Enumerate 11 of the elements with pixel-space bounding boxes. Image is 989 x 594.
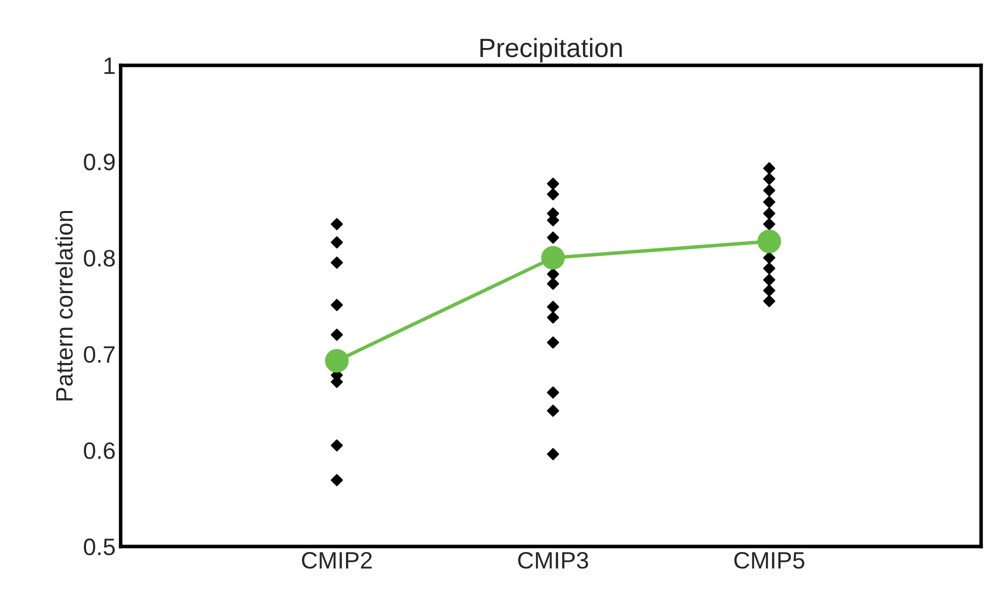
x-tick-label: CMIP3 <box>518 552 588 569</box>
y-tick-label: 0.6 <box>84 442 115 460</box>
y-tick-label: 1 <box>104 58 115 74</box>
x-tick-label: CMIP2 <box>302 552 372 569</box>
y-tick-label: 0.5 <box>84 538 115 556</box>
y-axis-title: Pattern correlation <box>55 210 73 400</box>
x-tick-label: CMIP5 <box>734 552 804 569</box>
y-tick-label: 0.9 <box>84 154 115 170</box>
y-tick-label: 0.8 <box>84 250 115 267</box>
y-tick-label: 0.7 <box>84 346 115 363</box>
chart-title: Precipitation <box>480 38 622 62</box>
